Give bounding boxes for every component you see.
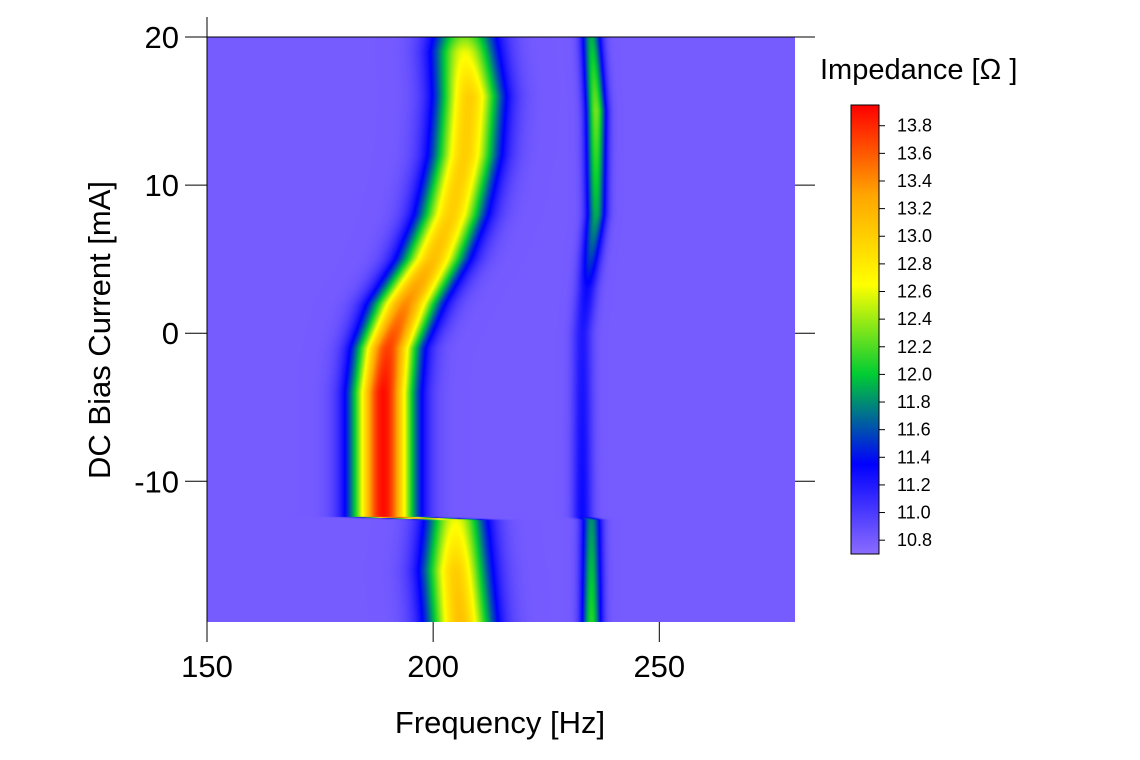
- x-tick-label: 200: [407, 649, 459, 684]
- colorbar-tick-label: 12.8: [897, 254, 932, 274]
- colorbar-tick-label: 11.2: [897, 475, 931, 495]
- colorbar-tick-label: 11.0: [897, 503, 931, 523]
- colorbar-tick-label: 13.8: [897, 116, 932, 136]
- colorbar-tick-label: 11.8: [897, 392, 931, 412]
- colorbar-tick-label: 11.4: [897, 447, 931, 467]
- colorbar-tick-label: 11.6: [897, 420, 931, 440]
- y-tick-label: 20: [145, 20, 179, 55]
- y-tick-label: -10: [134, 464, 179, 499]
- colorbar-tick-label: 12.2: [897, 337, 932, 357]
- colorbar-gradient: [850, 104, 880, 555]
- colorbar-tick-label: 13.6: [897, 143, 932, 163]
- y-axis: 20 10 0 -10: [134, 20, 815, 499]
- colorbar-tick-label: 12.4: [897, 309, 932, 329]
- colorbar-tick-label: 13.4: [897, 171, 932, 191]
- colorbar: 13.8 13.6 13.4 13.2 13.0 12.8 12.6 12.4 12.2 12.0…: [850, 104, 932, 555]
- y-axis-title: DC Bias Current [mA]: [82, 181, 117, 479]
- y-tick-label: 10: [145, 168, 179, 203]
- colorbar-tick-label: 10.8: [897, 530, 932, 550]
- x-tick-label: 150: [181, 649, 233, 684]
- x-tick-label: 250: [633, 649, 685, 684]
- colorbar-tick-label: 13.2: [897, 199, 932, 219]
- colorbar-tick-label: 12.6: [897, 282, 932, 302]
- plot-frame: [206, 17, 815, 642]
- heatmap-image: [207, 37, 795, 622]
- colorbar-tick-label: 12.0: [897, 364, 932, 384]
- x-axis-title: Frequency [Hz]: [395, 705, 605, 740]
- y-tick-label: 0: [162, 316, 179, 351]
- x-axis: 150 200 250: [181, 622, 685, 684]
- colorbar-title: Impedance [Ω ]: [820, 54, 1017, 86]
- heatmap-plot-area: [207, 37, 795, 622]
- colorbar-tick-label: 13.0: [897, 226, 932, 246]
